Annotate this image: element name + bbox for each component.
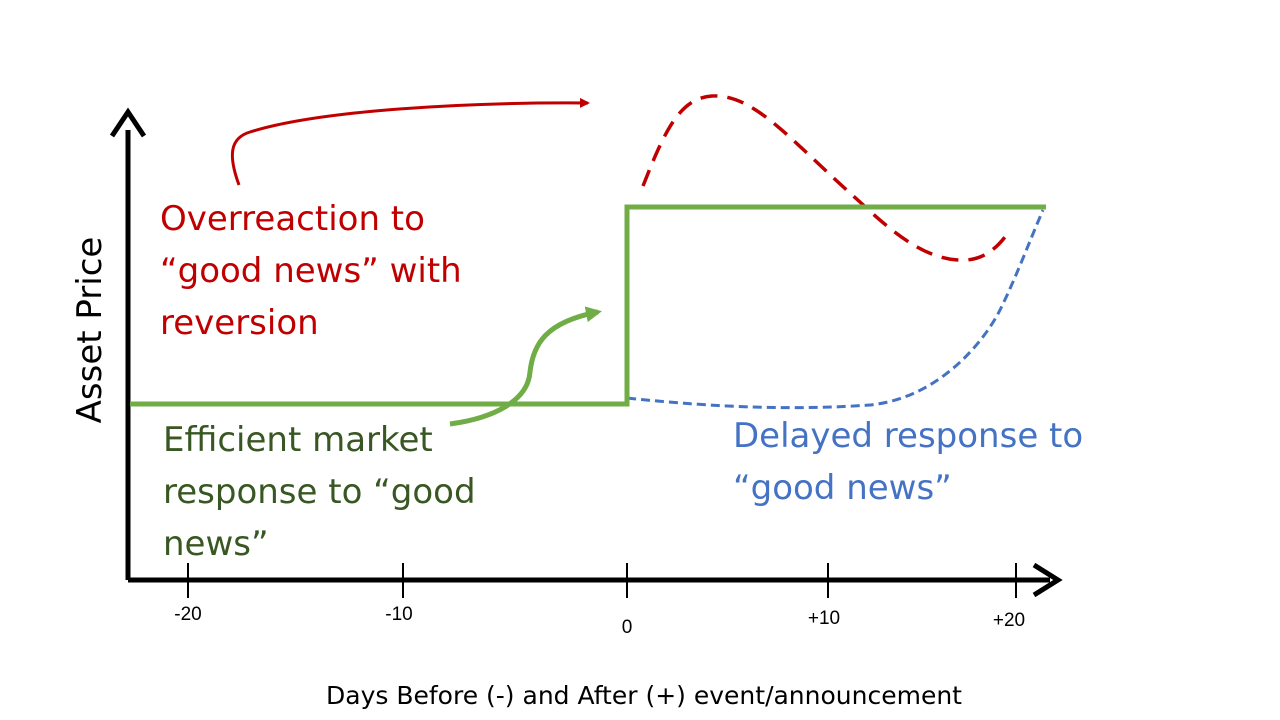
efficient-line-2: response to “good [163, 472, 476, 512]
delayed-line-1: Delayed response to [733, 416, 1084, 456]
y-axis-label: Asset Price [70, 236, 110, 424]
tick-label-plus-10: +10 [807, 608, 841, 629]
delayed-line-2: “good news” [733, 468, 952, 508]
overreaction-pointer-arrow [230, 97, 590, 186]
efficient-annotation: Efficient market response to “good news” [163, 414, 476, 570]
overreaction-line-2: “good news” with [160, 251, 462, 291]
efficient-line-1: Efficient market [163, 420, 433, 460]
delayed-annotation: Delayed response to “good news” [733, 410, 1083, 514]
x-axis-label: Days Before (-) and After (+) event/anno… [326, 681, 962, 710]
tick-label-zero: 0 [621, 617, 633, 638]
overreaction-line-3: reversion [160, 303, 319, 343]
x-axis [128, 562, 1063, 598]
overreaction-line-1: Overreaction to [160, 199, 425, 239]
overreaction-annotation: Overreaction to “good news” with reversi… [160, 193, 462, 349]
efficient-pointer-arrow [449, 306, 602, 427]
tick-label-minus-20: -20 [174, 604, 202, 625]
overreaction-curve [641, 94, 1012, 262]
efficient-line-3: news” [163, 524, 269, 564]
efficient-response-line [130, 204, 1046, 407]
delayed-response-curve [626, 209, 1045, 410]
y-axis [109, 107, 147, 580]
tick-label-minus-10: -10 [385, 604, 413, 625]
x-axis-ticks [187, 563, 1017, 598]
tick-label-plus-20: +20 [992, 610, 1026, 631]
